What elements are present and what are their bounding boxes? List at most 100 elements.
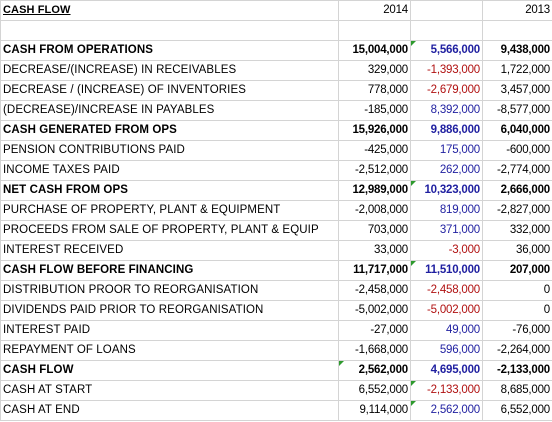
- row-label[interactable]: DECREASE/(INCREASE) IN RECEIVABLES: [0, 60, 339, 81]
- value-2014[interactable]: 15,926,000: [338, 120, 411, 141]
- table-row: REPAYMENT OF LOANS -1,668,000 596,000 -2…: [0, 340, 552, 361]
- table-row: INTEREST PAID -27,000 49,000 -76,000: [0, 320, 552, 341]
- value-2013[interactable]: [482, 20, 552, 41]
- value-change[interactable]: 371,000: [410, 220, 483, 241]
- value-2013[interactable]: -600,000: [482, 140, 552, 161]
- row-label[interactable]: CASH AT START: [0, 380, 339, 401]
- value-2014[interactable]: [338, 20, 411, 41]
- value-2013[interactable]: 8,685,000: [482, 380, 552, 401]
- value-2013[interactable]: -2,827,000: [482, 200, 552, 221]
- table-row: CASH FLOW BEFORE FINANCING 11,717,000 11…: [0, 260, 552, 281]
- value-2013[interactable]: -2,774,000: [482, 160, 552, 181]
- value-2014[interactable]: -2,008,000: [338, 200, 411, 221]
- row-label[interactable]: INTEREST RECEIVED: [0, 240, 339, 261]
- row-label[interactable]: NET CASH FROM OPS: [0, 180, 339, 201]
- row-label[interactable]: INTEREST PAID: [0, 320, 339, 341]
- row-label[interactable]: [0, 20, 339, 41]
- value-2013[interactable]: -2,133,000: [482, 360, 552, 381]
- year-2014-header[interactable]: 2014: [338, 0, 411, 21]
- row-label[interactable]: PENSION CONTRIBUTIONS PAID: [0, 140, 339, 161]
- value-change[interactable]: 10,323,000: [410, 180, 483, 201]
- value-2014[interactable]: -2,458,000: [338, 280, 411, 301]
- value-change[interactable]: 819,000: [410, 200, 483, 221]
- blank-header-cell[interactable]: [410, 0, 483, 21]
- value-2013[interactable]: -8,577,000: [482, 100, 552, 121]
- value-change[interactable]: -3,000: [410, 240, 483, 261]
- value-change[interactable]: [410, 20, 483, 41]
- value-2014[interactable]: 12,989,000: [338, 180, 411, 201]
- value-2014[interactable]: 2,562,000: [338, 360, 411, 381]
- value-2014[interactable]: 703,000: [338, 220, 411, 241]
- value-2013[interactable]: 0: [482, 300, 552, 321]
- value-2014[interactable]: -5,002,000: [338, 300, 411, 321]
- value-2013[interactable]: 6,040,000: [482, 120, 552, 141]
- row-label[interactable]: DISTRIBUTION PROOR TO REORGANISATION: [0, 280, 339, 301]
- value-2014[interactable]: -27,000: [338, 320, 411, 341]
- value-2014[interactable]: 15,004,000: [338, 40, 411, 61]
- row-label[interactable]: CASH FLOW: [0, 360, 339, 381]
- value-change[interactable]: -5,002,000: [410, 300, 483, 321]
- row-label[interactable]: DIVIDENDS PAID PRIOR TO REORGANISATION: [0, 300, 339, 321]
- row-label[interactable]: (DECREASE)/INCREASE IN PAYABLES: [0, 100, 339, 121]
- row-label[interactable]: INCOME TAXES PAID: [0, 160, 339, 181]
- value-change[interactable]: 8,392,000: [410, 100, 483, 121]
- value-2013[interactable]: 6,552,000: [482, 400, 552, 421]
- value-2014[interactable]: 6,552,000: [338, 380, 411, 401]
- value-change[interactable]: 175,000: [410, 140, 483, 161]
- table-row: [0, 20, 552, 41]
- value-2014[interactable]: 329,000: [338, 60, 411, 81]
- value-2013[interactable]: -76,000: [482, 320, 552, 341]
- table-row: INCOME TAXES PAID -2,512,000 262,000 -2,…: [0, 160, 552, 181]
- value-change[interactable]: 596,000: [410, 340, 483, 361]
- value-2013[interactable]: 36,000: [482, 240, 552, 261]
- row-label[interactable]: REPAYMENT OF LOANS: [0, 340, 339, 361]
- value-2014[interactable]: -425,000: [338, 140, 411, 161]
- row-label[interactable]: PURCHASE OF PROPERTY, PLANT & EQUIPMENT: [0, 200, 339, 221]
- value-change[interactable]: 49,000: [410, 320, 483, 341]
- value-change[interactable]: 11,510,000: [410, 260, 483, 281]
- value-change[interactable]: 4,695,000: [410, 360, 483, 381]
- table-row: PROCEEDS FROM SALE OF PROPERTY, PLANT & …: [0, 220, 552, 241]
- value-change[interactable]: -2,133,000: [410, 380, 483, 401]
- value-change[interactable]: -2,458,000: [410, 280, 483, 301]
- value-2014[interactable]: 778,000: [338, 80, 411, 101]
- value-2014[interactable]: 9,114,000: [338, 400, 411, 421]
- row-label[interactable]: PROCEEDS FROM SALE OF PROPERTY, PLANT & …: [0, 220, 339, 241]
- value-2013[interactable]: -2,264,000: [482, 340, 552, 361]
- row-label[interactable]: CASH GENERATED FROM OPS: [0, 120, 339, 141]
- table-row: PURCHASE OF PROPERTY, PLANT & EQUIPMENT …: [0, 200, 552, 221]
- value-change[interactable]: 262,000: [410, 160, 483, 181]
- value-2013[interactable]: 2,666,000: [482, 180, 552, 201]
- row-label[interactable]: CASH AT END: [0, 400, 339, 421]
- value-2013[interactable]: 1,722,000: [482, 60, 552, 81]
- year-2013-header[interactable]: 2013: [482, 0, 552, 21]
- value-2013[interactable]: 3,457,000: [482, 80, 552, 101]
- row-label[interactable]: DECREASE / (INCREASE) OF INVENTORIES: [0, 80, 339, 101]
- value-2014[interactable]: -185,000: [338, 100, 411, 121]
- table-row: NET CASH FROM OPS 12,989,000 10,323,000 …: [0, 180, 552, 201]
- row-label[interactable]: CASH FLOW BEFORE FINANCING: [0, 260, 339, 281]
- value-2013[interactable]: 9,438,000: [482, 40, 552, 61]
- value-2014[interactable]: 11,717,000: [338, 260, 411, 281]
- sheet-title-cell[interactable]: CASH FLOW: [0, 0, 339, 21]
- value-change[interactable]: 2,562,000: [410, 400, 483, 421]
- value-2013[interactable]: 0: [482, 280, 552, 301]
- table-row: CASH FROM OPERATIONS 15,004,000 5,566,00…: [0, 40, 552, 61]
- row-label[interactable]: CASH FROM OPERATIONS: [0, 40, 339, 61]
- table-row: DISTRIBUTION PROOR TO REORGANISATION -2,…: [0, 280, 552, 301]
- value-change[interactable]: -1,393,000: [410, 60, 483, 81]
- table-row: (DECREASE)/INCREASE IN PAYABLES -185,000…: [0, 100, 552, 121]
- value-change[interactable]: 9,886,000: [410, 120, 483, 141]
- table-row: CASH GENERATED FROM OPS 15,926,000 9,886…: [0, 120, 552, 141]
- value-change[interactable]: -2,679,000: [410, 80, 483, 101]
- value-2014[interactable]: 33,000: [338, 240, 411, 261]
- value-2013[interactable]: 332,000: [482, 220, 552, 241]
- value-2014[interactable]: -2,512,000: [338, 160, 411, 181]
- value-2013[interactable]: 207,000: [482, 260, 552, 281]
- value-change[interactable]: 5,566,000: [410, 40, 483, 61]
- value-2014[interactable]: -1,668,000: [338, 340, 411, 361]
- table-row: DIVIDENDS PAID PRIOR TO REORGANISATION -…: [0, 300, 552, 321]
- table-row: CASH FLOW 2,562,000 4,695,000 -2,133,000: [0, 360, 552, 381]
